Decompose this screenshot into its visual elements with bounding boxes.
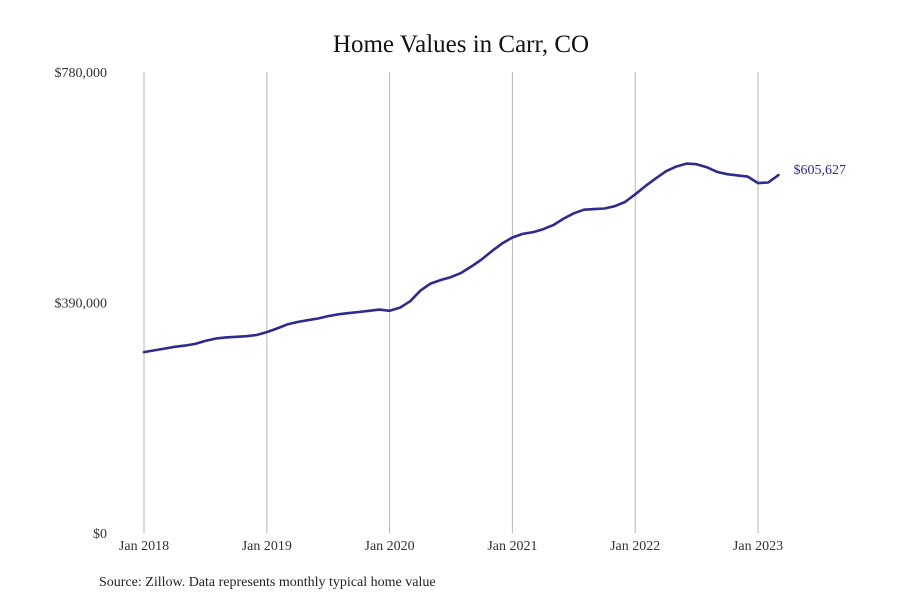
x-axis-ticks: Jan 2018 Jan 2019 Jan 2020 Jan 2021 Jan 2022… [119, 539, 783, 554]
x-tick-label: Jan 2019 [242, 539, 292, 554]
y-tick-label: $0 [93, 527, 107, 542]
x-tick-label: Jan 2018 [119, 539, 169, 554]
x-tick-label: Jan 2021 [487, 539, 537, 554]
vertical-gridlines [143, 72, 759, 533]
y-tick-label: $780,000 [55, 66, 108, 81]
home-value-series-line [142, 162, 780, 354]
x-tick-label: Jan 2023 [733, 539, 783, 554]
x-tick-label: Jan 2022 [610, 539, 660, 554]
chart-title: Home Values in Carr, CO [333, 31, 589, 58]
latest-value-label: $605,627 [793, 163, 846, 178]
source-note: Source: Zillow. Data represents monthly … [99, 575, 436, 590]
x-tick-label: Jan 2020 [365, 539, 415, 554]
y-axis-ticks: $0 $390,000 $780,000 [55, 66, 108, 542]
y-tick-label: $390,000 [55, 297, 108, 312]
